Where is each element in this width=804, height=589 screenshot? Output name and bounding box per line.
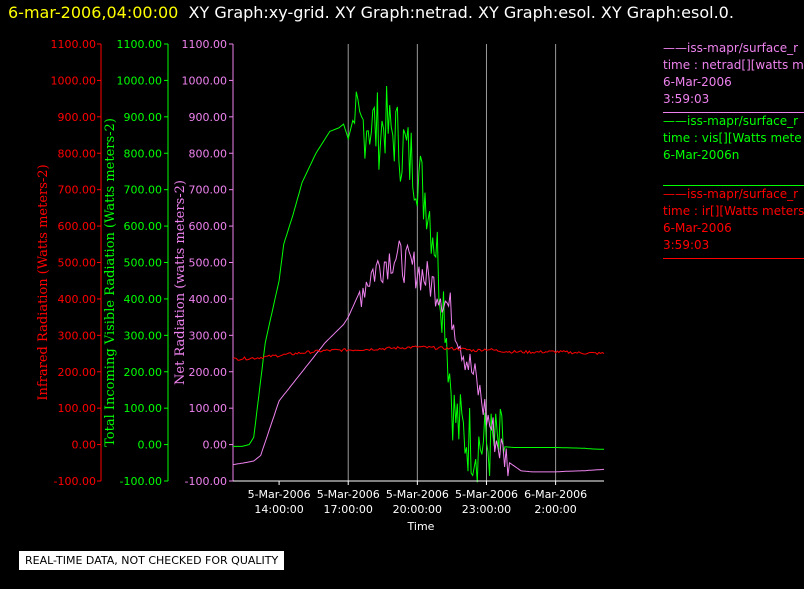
legend-line3: 6-Mar-2006 xyxy=(663,75,732,89)
y-tick-label-1-3: 200.00 xyxy=(124,366,163,379)
x-tick-time-0: 14:00:00 xyxy=(254,503,303,516)
x-tick-date-4: 6-Mar-2006 xyxy=(524,488,587,501)
y-tick-label-2-10: 900.00 xyxy=(189,111,228,124)
legend-separator xyxy=(663,185,804,186)
y-tick-label-0-9: 800.00 xyxy=(58,147,97,160)
y-tick-label-0-10: 900.00 xyxy=(58,111,97,124)
y-tick-label-1-11: 1000.00 xyxy=(117,74,163,87)
y-tick-label-2-9: 800.00 xyxy=(189,147,228,160)
legend-separator xyxy=(663,112,804,113)
legend-line3: 6-Mar-2006 xyxy=(663,221,732,235)
legend-line4: 3:59:03 xyxy=(663,238,710,252)
y-tick-label-1-7: 600.00 xyxy=(124,220,163,233)
y-tick-label-1-8: 700.00 xyxy=(124,184,163,197)
legend-line2: time : ir[][Watts meters xyxy=(663,204,804,218)
y-tick-label-2-6: 500.00 xyxy=(189,257,228,270)
y-tick-label-0-4: 300.00 xyxy=(58,329,97,342)
legend-line4 xyxy=(663,164,804,181)
x-tick-time-1: 17:00:00 xyxy=(324,503,373,516)
series-line-2 xyxy=(232,345,605,361)
y-tick-label-2-4: 300.00 xyxy=(189,329,228,342)
y-tick-label-2-2: 100.00 xyxy=(189,402,228,415)
y-tick-label-0-2: 100.00 xyxy=(58,402,97,415)
legend-line3: 6-Mar-2006n xyxy=(663,148,740,162)
gridlines xyxy=(347,44,557,481)
x-tick-time-3: 23:00:00 xyxy=(462,503,511,516)
quality-notice: REAL-TIME DATA, NOT CHECKED FOR QUALITY xyxy=(19,551,285,570)
legend-line1: ——iss-mapr/surface_r xyxy=(663,41,799,55)
x-axis: 5-Mar-2006 14:00:00 5-Mar-2006 17:00:00 5-Ma… xyxy=(233,480,604,533)
y-tick-label-1-12: 1100.00 xyxy=(117,38,163,51)
header-time: 6-mar-2006,04:00:00 xyxy=(8,3,179,22)
y-tick-label-0-7: 600.00 xyxy=(58,220,97,233)
x-tick-date-1: 5-Mar-2006 xyxy=(317,488,380,501)
legend-line1: ——iss-mapr/surface_r xyxy=(663,114,799,128)
y-tick-label-1-0: -100.00 xyxy=(120,475,162,488)
y-tick-label-2-12: 1100.00 xyxy=(182,38,228,51)
x-axis-title: Time xyxy=(407,520,435,533)
y-tick-label-1-4: 300.00 xyxy=(124,329,163,342)
y-tick-label-2-11: 1000.00 xyxy=(182,74,228,87)
legend-line4: 3:59:03 xyxy=(663,92,710,106)
y-axis-title-2: Net Radiation (watts meters-2) xyxy=(173,180,188,385)
x-tick-date-0: 5-Mar-2006 xyxy=(248,488,311,501)
y-tick-label-2-8: 700.00 xyxy=(189,184,228,197)
y-tick-label-1-5: 400.00 xyxy=(124,293,163,306)
y-tick-label-1-6: 500.00 xyxy=(124,257,163,270)
y-tick-label-0-3: 200.00 xyxy=(58,366,97,379)
y-tick-label-2-3: 200.00 xyxy=(189,366,228,379)
y-tick-label-0-8: 700.00 xyxy=(58,184,97,197)
y-tick-label-2-1: 0.00 xyxy=(203,439,228,452)
y-tick-label-0-6: 500.00 xyxy=(58,257,97,270)
y-tick-label-0-5: 400.00 xyxy=(58,293,97,306)
series-layer xyxy=(232,85,605,483)
y-tick-label-2-5: 400.00 xyxy=(189,293,228,306)
x-tick-time-2: 20:00:00 xyxy=(393,503,442,516)
y-tick-label-0-11: 1000.00 xyxy=(51,74,97,87)
y-tick-label-1-2: 100.00 xyxy=(124,402,163,415)
axes-layer: -100.00 0.00 100.00 200.00 300.00 400.00 500.0… xyxy=(36,38,234,488)
legend-separator xyxy=(663,258,804,259)
y-tick-label-1-1: 0.00 xyxy=(138,439,163,452)
y-tick-label-2-0: -100.00 xyxy=(185,475,227,488)
y-tick-label-1-10: 900.00 xyxy=(124,111,163,124)
x-tick-time-4: 2:00:00 xyxy=(534,503,576,516)
series-line-1 xyxy=(232,240,605,477)
y-tick-label-2-7: 600.00 xyxy=(189,220,228,233)
y-tick-label-0-1: 0.00 xyxy=(72,439,97,452)
header-titles: XY Graph:xy-grid. XY Graph:netrad. XY Gr… xyxy=(188,3,734,22)
y-tick-label-0-12: 1100.00 xyxy=(51,38,97,51)
y-tick-label-1-9: 800.00 xyxy=(124,147,163,160)
legend-line1: ——iss-mapr/surface_r xyxy=(663,187,799,201)
series-line-0 xyxy=(233,85,604,483)
x-tick-date-3: 5-Mar-2006 xyxy=(455,488,518,501)
legend-line2: time : vis[][Watts mete xyxy=(663,131,802,145)
y-axis-title-1: Total Incoming Visible Radiation (Watts … xyxy=(103,118,118,447)
y-axis-title-0: Infrared Radiation (Watts meters-2) xyxy=(36,164,51,400)
y-tick-label-0-0: -100.00 xyxy=(54,475,96,488)
chart-header: 6-mar-2006,04:00:00 XY Graph:xy-grid. XY… xyxy=(8,2,734,24)
legend-line2: time : netrad[][watts m xyxy=(663,58,804,72)
x-tick-date-2: 5-Mar-2006 xyxy=(386,488,449,501)
